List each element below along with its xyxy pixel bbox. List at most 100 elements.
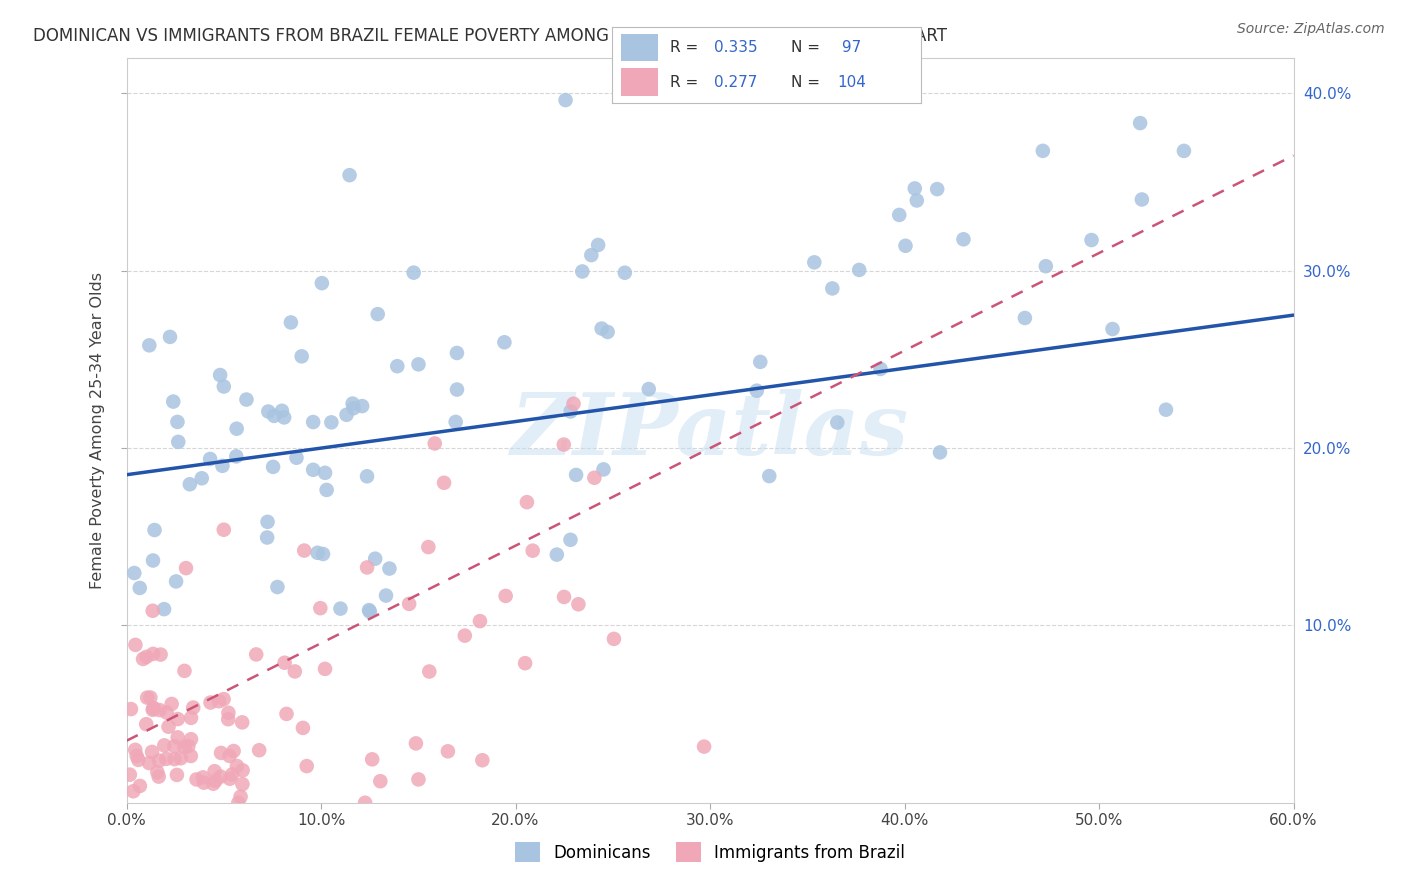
Point <box>446 346 468 360</box>
Point <box>952 232 974 246</box>
Point <box>256 531 278 545</box>
Point <box>124 743 146 757</box>
Bar <box>621 34 658 61</box>
Point <box>135 717 157 731</box>
Point <box>149 648 172 662</box>
Point <box>271 404 294 418</box>
Point <box>209 746 232 760</box>
Y-axis label: Female Poverty Among 25-34 Year Olds: Female Poverty Among 25-34 Year Olds <box>90 272 105 589</box>
Point <box>204 773 226 788</box>
Text: 0.277: 0.277 <box>714 75 756 89</box>
Point <box>167 434 190 449</box>
Point <box>583 471 606 485</box>
Point <box>291 721 314 735</box>
Point <box>591 321 613 335</box>
Point <box>405 736 427 750</box>
Point <box>257 404 280 418</box>
Point <box>135 649 157 664</box>
Point <box>136 690 159 705</box>
Point <box>398 597 420 611</box>
Point <box>285 450 308 465</box>
Point <box>122 784 145 798</box>
Point <box>225 450 247 464</box>
Point <box>905 194 928 208</box>
Point <box>571 264 593 278</box>
Point <box>446 383 468 397</box>
Point <box>180 711 202 725</box>
Point <box>193 775 215 789</box>
Point <box>231 715 253 730</box>
Point <box>309 601 332 615</box>
Point <box>1130 193 1153 207</box>
Point <box>198 452 221 467</box>
Point <box>603 632 626 646</box>
Point <box>217 706 239 720</box>
Point <box>329 601 352 615</box>
Point <box>222 744 245 758</box>
Point <box>1080 233 1102 247</box>
Point <box>357 603 380 617</box>
Point <box>156 706 179 720</box>
Point <box>354 796 377 810</box>
Point <box>142 553 165 567</box>
Point <box>124 638 146 652</box>
Point <box>200 696 222 710</box>
Point <box>869 362 891 376</box>
Point <box>186 772 208 787</box>
Point <box>142 703 165 717</box>
Point <box>1173 144 1195 158</box>
Point <box>163 739 186 754</box>
Point <box>321 415 343 429</box>
Point <box>567 597 589 611</box>
Point <box>229 789 252 804</box>
Point <box>560 404 582 418</box>
Point <box>444 415 467 429</box>
Point <box>256 515 278 529</box>
Point <box>165 574 187 589</box>
Point <box>247 743 270 757</box>
Point <box>180 749 202 764</box>
Point <box>495 589 517 603</box>
Point <box>553 437 575 451</box>
Text: R =: R = <box>671 75 703 89</box>
Point <box>889 208 911 222</box>
Text: 104: 104 <box>838 75 866 89</box>
Point <box>356 469 378 483</box>
Point <box>139 690 162 705</box>
Point <box>553 590 575 604</box>
Point <box>361 752 384 766</box>
Point <box>546 548 568 562</box>
Point <box>190 471 212 485</box>
Point <box>166 712 188 726</box>
Point <box>202 777 225 791</box>
Point <box>225 422 247 436</box>
Text: Source: ZipAtlas.com: Source: ZipAtlas.com <box>1237 22 1385 37</box>
Point <box>402 266 425 280</box>
Point <box>1035 259 1057 273</box>
Point <box>217 712 239 726</box>
Point <box>166 731 188 745</box>
Point <box>211 458 233 473</box>
Point <box>927 182 949 196</box>
Point <box>173 664 195 678</box>
Point <box>209 770 232 784</box>
Point <box>1032 144 1054 158</box>
Point <box>273 410 295 425</box>
Point <box>266 580 288 594</box>
Point <box>273 656 295 670</box>
Point <box>516 495 538 509</box>
Point <box>212 692 235 706</box>
Point <box>821 281 844 295</box>
Point <box>228 796 250 810</box>
Point <box>191 771 214 785</box>
Point <box>166 415 188 429</box>
Point <box>894 239 917 253</box>
Point <box>218 748 240 763</box>
Point <box>554 93 576 107</box>
Point <box>904 181 927 195</box>
Point <box>231 777 253 791</box>
Point <box>693 739 716 754</box>
Point <box>342 396 364 410</box>
Point <box>1154 402 1177 417</box>
Point <box>153 739 176 753</box>
